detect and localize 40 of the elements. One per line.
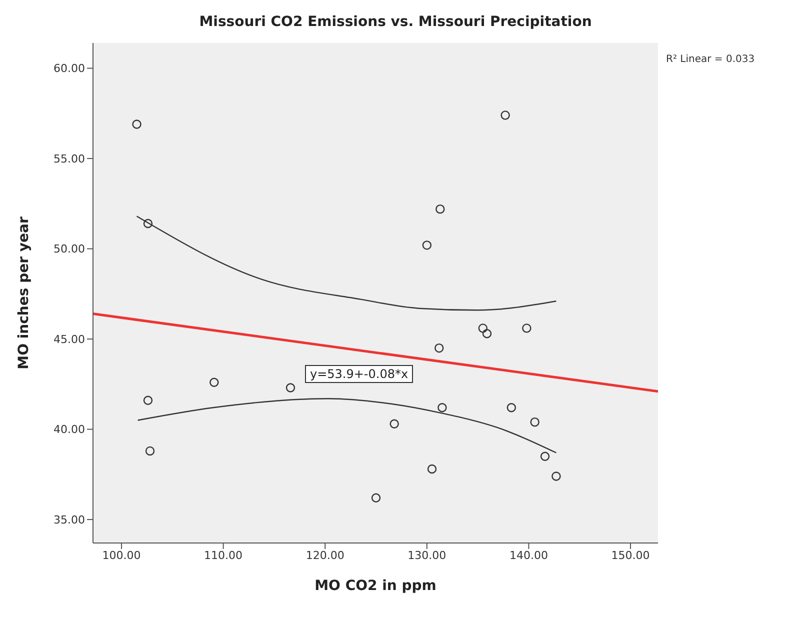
point [371,493,381,502]
point [145,446,155,456]
y-tick-label: 50.00 [54,242,85,256]
point [522,324,532,333]
x-axis-title: MO CO2 in ppm [314,578,436,594]
point [438,403,447,412]
point [286,383,296,392]
text: R² Linear = 0.033 [666,54,755,65]
point [143,396,153,405]
y-tick-label: 40.00 [54,423,85,436]
line-series [136,216,557,311]
point [500,110,510,120]
point [506,403,516,412]
point [434,343,444,353]
x-tick-label: 110.00 [204,548,243,562]
point [143,218,153,228]
point [540,452,550,461]
x-tick-label: 130.00 [408,548,446,562]
point [478,324,488,333]
point [436,204,445,214]
point [390,419,399,428]
point [210,378,219,387]
point [552,472,561,481]
x-tick-label: 100.00 [102,548,141,562]
point [132,120,142,129]
y-tick-label: 60.00 [54,62,85,76]
point [530,417,540,427]
point [422,240,432,250]
annotation: y=53.9+-0.08*x [305,365,414,383]
point [427,464,437,474]
y-tick-label: 35.00 [54,513,85,526]
x-tick-label: 140.00 [509,548,548,562]
chart-title: Missouri CO2 Emissions vs. Missouri Precipitation [198,14,593,30]
point [482,329,492,338]
y-tick-label: 55.00 [54,152,85,166]
line-series [137,398,557,454]
x-tick-label: 120.00 [306,548,344,562]
x-tick-label: 150.00 [611,548,650,562]
y-axis-title: MO inches per year [16,216,32,370]
y-tick-label: 45.00 [54,332,85,346]
